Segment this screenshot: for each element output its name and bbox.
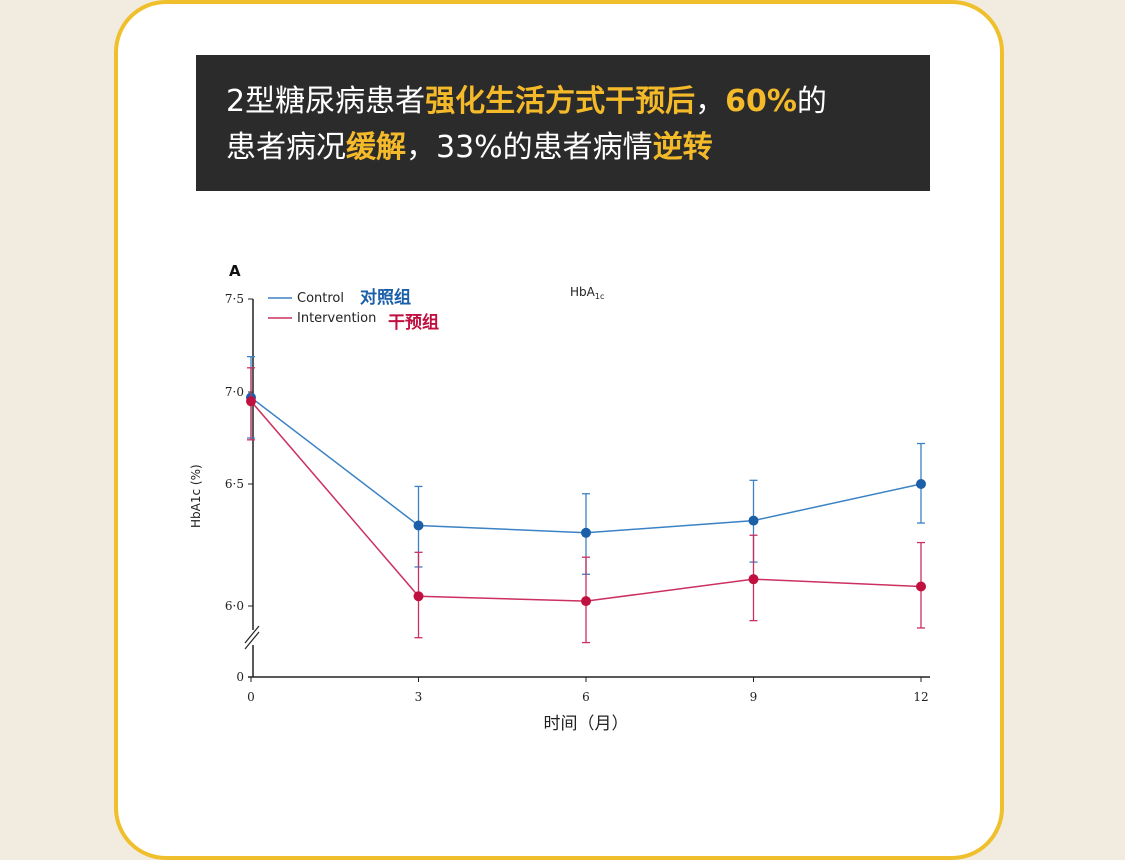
headline-highlight: 缓解 [346,130,406,165]
axis-break-mark [244,625,260,644]
axes: 0 6·0 6·5 7·0 7·5 0 3 6 9 12 [225,292,930,704]
headline-highlight: 逆转 [652,130,713,165]
x-tick-label: 9 [750,690,758,704]
y-tick-label: 7·5 [225,292,244,306]
y-axis-label: HbA1c (%) [189,464,203,528]
legend-label-intervention-cn: 干预组 [388,312,439,333]
headline-line-2: 患者病况缓解，33%的患者病情逆转 [226,125,930,171]
headline-highlight: 60% [725,84,797,119]
y-tick-label: 0 [236,670,244,684]
headline-highlight: 强化生活方式干预后 [425,84,696,119]
panel-label: A [229,262,241,280]
legend-label-control: Control [297,291,344,306]
data-point-control [748,515,759,526]
legend: Control 对照组 Intervention 干预组 [268,287,439,333]
headline-text: ，33%的患者病情 [406,130,653,165]
data-point-intervention [916,581,926,592]
data-point-intervention [413,591,424,602]
data-point-intervention [581,596,591,607]
data-point-control [413,520,424,531]
headline-line-1: 2型糖尿病患者强化生活方式干预后，60%的 [226,79,930,125]
headline-text: ， [695,84,726,119]
data-point-intervention [246,396,256,407]
headline-banner: 2型糖尿病患者强化生活方式干预后，60%的 患者病况缓解，33%的患者病情逆转 [196,55,930,191]
headline-text: 患者病况 [226,130,346,165]
chart-marks [246,356,926,644]
chart-title: HbA1c [570,285,604,301]
data-point-control [916,479,926,489]
headline-text: 2型糖尿病患者 [226,84,426,119]
headline-text: 的 [796,84,827,119]
x-tick-label: 0 [247,690,255,704]
legend-label-control-cn: 对照组 [360,287,411,308]
legend-label-intervention: Intervention [297,311,376,326]
x-tick-label: 12 [913,690,928,704]
axis-break-mark [244,631,260,650]
data-point-control [581,527,591,538]
y-tick-label: 7·0 [225,385,244,399]
y-tick-label: 6·0 [225,599,244,613]
hba1c-chart: A HbA1c HbA1c (%) 时间（月） Control 对照组 Inte… [189,262,930,734]
x-axis-label: 时间（月） [544,714,629,734]
x-tick-label: 6 [582,690,590,704]
x-tick-label: 3 [415,690,423,704]
y-tick-label: 6·5 [225,477,244,491]
data-point-intervention [748,574,759,585]
